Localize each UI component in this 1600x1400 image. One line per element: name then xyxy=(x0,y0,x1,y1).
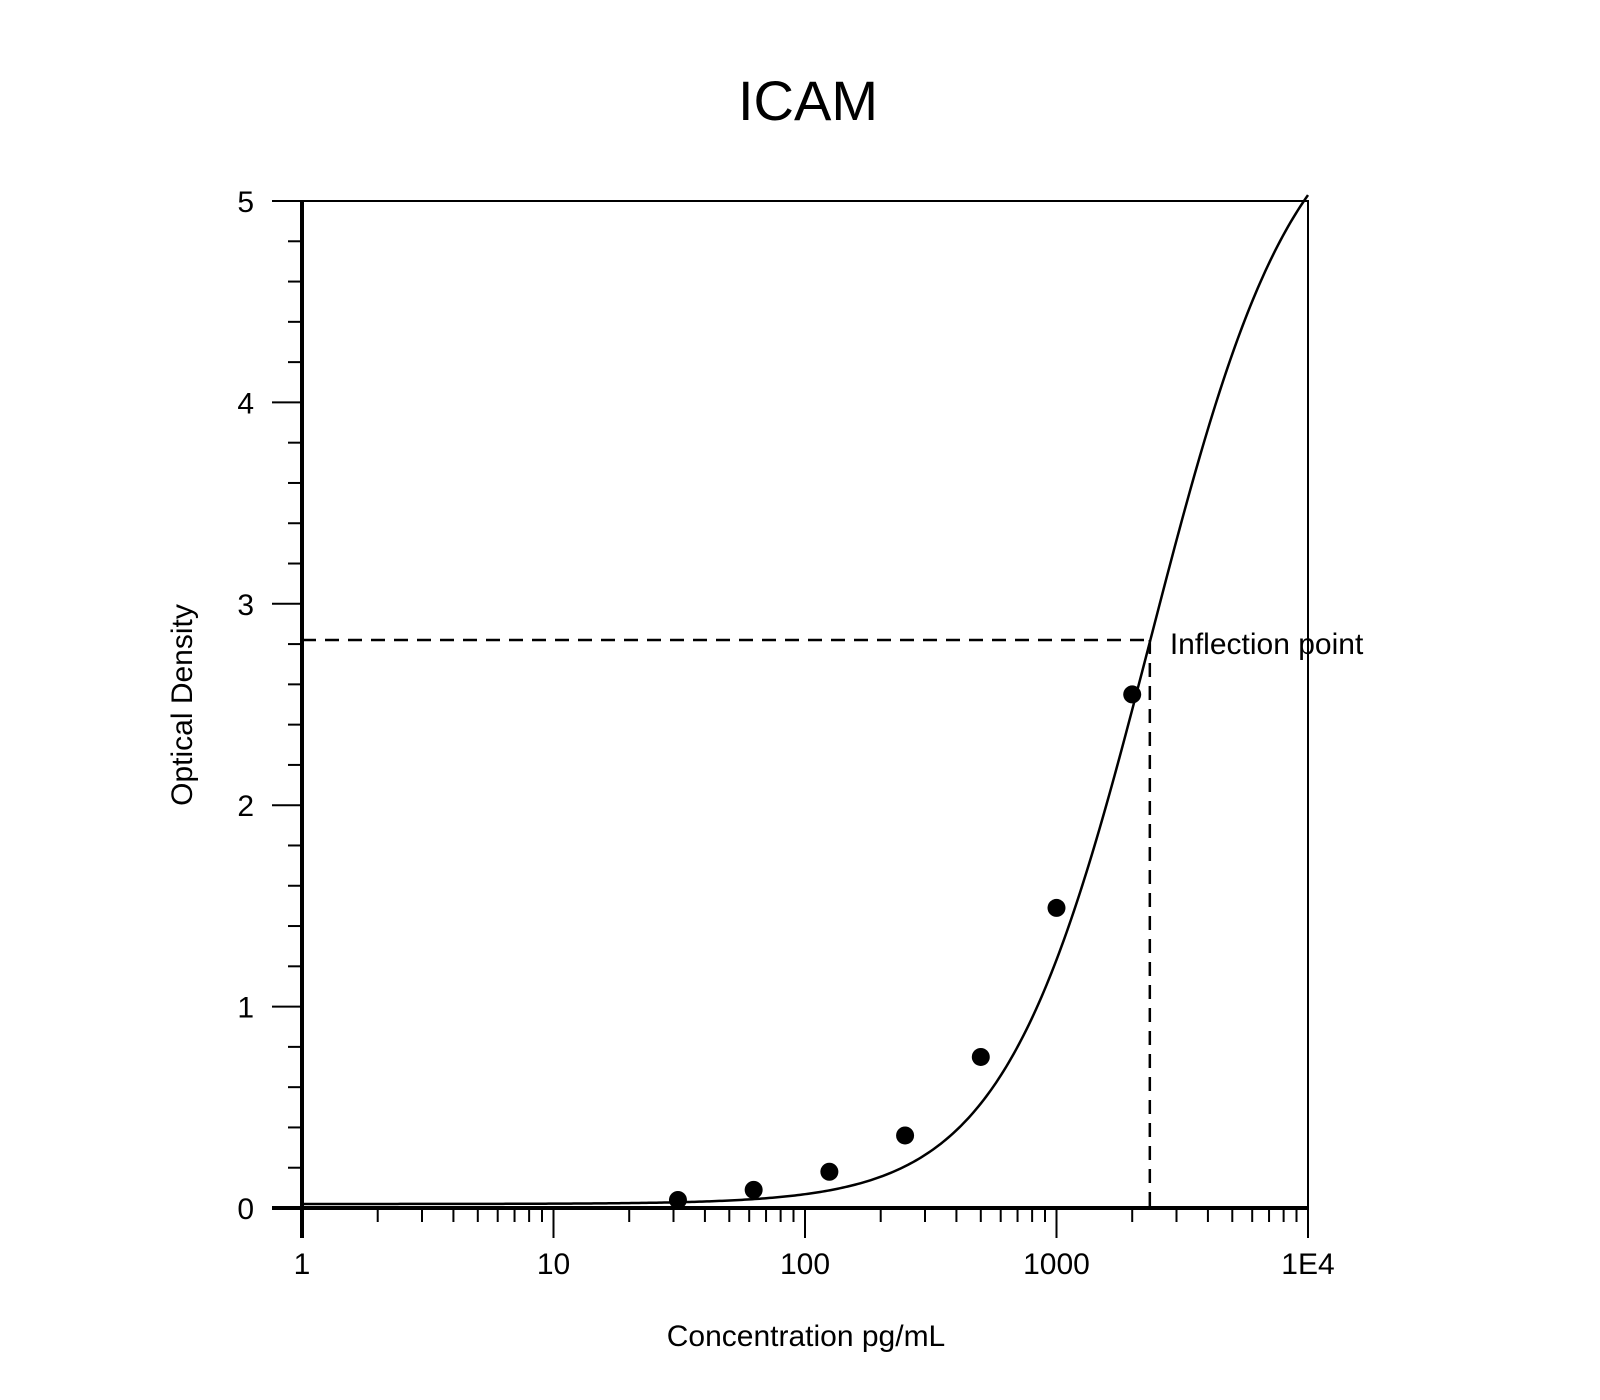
data-point xyxy=(668,1190,687,1209)
x-tick-label: 1000 xyxy=(1023,1248,1090,1281)
x-tick-label: 100 xyxy=(780,1248,830,1281)
y-axis-label: Optical Density xyxy=(166,604,199,806)
data-point xyxy=(744,1180,763,1199)
y-tick-label: 2 xyxy=(237,790,254,823)
x-axis-label: Concentration pg/mL xyxy=(667,1320,946,1353)
x-tick-label: 10 xyxy=(537,1248,570,1281)
data-point xyxy=(971,1047,990,1066)
x-tick-label: 1E4 xyxy=(1281,1248,1334,1281)
inflection-label: Inflection point xyxy=(1170,628,1364,661)
y-tick-label: 4 xyxy=(237,387,254,420)
x-axis-ticks: 1 10 100 1000 1E4 xyxy=(294,1208,1335,1281)
chart-title: ICAM xyxy=(738,69,878,132)
x-tick-label: 1 xyxy=(294,1248,311,1281)
data-point xyxy=(820,1162,839,1181)
y-tick-label: 3 xyxy=(237,589,254,622)
inflection-guides xyxy=(302,638,1152,1208)
plot-frame xyxy=(301,200,1309,1209)
y-tick-label: 5 xyxy=(237,186,254,219)
data-point xyxy=(896,1126,915,1145)
data-points xyxy=(668,685,1142,1209)
y-tick-label: 0 xyxy=(237,1193,254,1226)
data-point xyxy=(1123,685,1142,704)
data-point xyxy=(1047,898,1066,917)
y-axis-ticks: 0 1 2 3 4 5 xyxy=(237,186,302,1226)
y-tick-label: 1 xyxy=(237,992,254,1025)
fit-curve xyxy=(302,194,1310,1206)
